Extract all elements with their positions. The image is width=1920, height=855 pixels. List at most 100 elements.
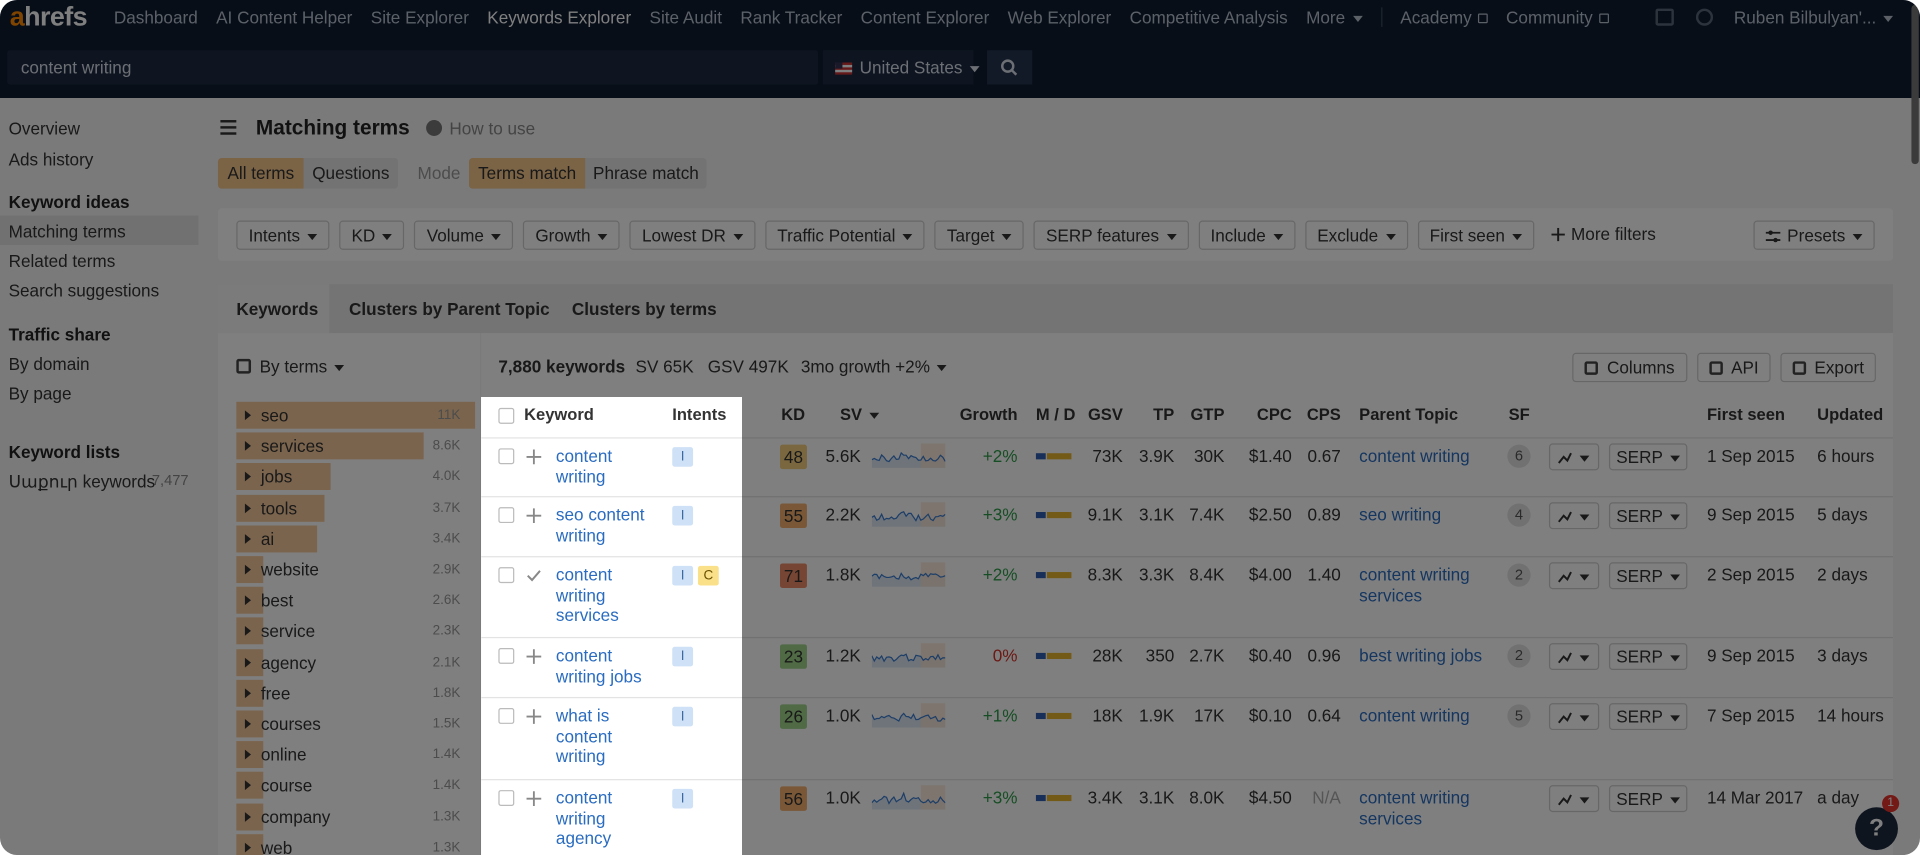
- nav-item[interactable]: Rank Tracker: [740, 7, 843, 27]
- trend-button[interactable]: [1548, 643, 1600, 671]
- sidebar-link[interactable]: Related terms: [8, 251, 116, 271]
- parent-topic-link[interactable]: content writing services: [1359, 564, 1470, 605]
- column-header[interactable]: M / D: [1036, 405, 1075, 425]
- filter-button[interactable]: Target: [934, 220, 1024, 250]
- search-input[interactable]: content writing: [7, 50, 818, 85]
- row-checkbox[interactable]: [498, 790, 515, 807]
- column-header[interactable]: SF: [1509, 405, 1530, 425]
- term-name[interactable]: seo: [260, 405, 289, 426]
- row-checkbox[interactable]: [498, 708, 515, 724]
- parent-topic-link[interactable]: content writing: [1359, 445, 1470, 466]
- parent-topic-link[interactable]: seo writing: [1359, 504, 1442, 525]
- sidebar-link[interactable]: Matching terms: [8, 221, 126, 242]
- sidebar-link[interactable]: Ads history: [8, 149, 94, 170]
- filter-button[interactable]: Intents: [236, 220, 330, 250]
- keyword-link[interactable]: content writing jobs: [555, 645, 642, 686]
- column-header[interactable]: TP: [1153, 405, 1174, 425]
- filter-button[interactable]: SERP features: [1033, 220, 1189, 250]
- help-link[interactable]: How to use: [449, 118, 536, 139]
- mode-button[interactable]: Questions: [303, 158, 398, 189]
- sidebar-link[interactable]: By domain: [8, 354, 90, 374]
- sidebar-link[interactable]: Overview: [8, 118, 81, 139]
- term-name[interactable]: website: [260, 559, 319, 580]
- term-name[interactable]: tools: [260, 498, 298, 518]
- keyword-link[interactable]: content writing agency: [555, 787, 613, 848]
- serp-button[interactable]: SERP: [1608, 502, 1688, 530]
- filter-button[interactable]: Exclude: [1304, 220, 1408, 250]
- column-header[interactable]: Growth: [960, 405, 1018, 425]
- column-header[interactable]: CPS: [1307, 405, 1341, 425]
- view-tab[interactable]: Clusters by terms: [571, 298, 717, 319]
- notifications-icon[interactable]: [1655, 8, 1674, 26]
- nav-item[interactable]: Site Explorer: [370, 7, 469, 27]
- column-header[interactable]: GTP: [1190, 405, 1224, 425]
- filter-button[interactable]: Traffic Potential: [765, 220, 925, 250]
- term-name[interactable]: service: [260, 621, 316, 642]
- term-name[interactable]: free: [260, 683, 291, 703]
- term-name[interactable]: company: [260, 806, 331, 827]
- serp-button[interactable]: SERP: [1608, 443, 1688, 471]
- filter-button[interactable]: First seen: [1417, 220, 1535, 250]
- column-header[interactable]: CPC: [1257, 405, 1292, 425]
- serp-button[interactable]: SERP: [1608, 562, 1688, 590]
- logo[interactable]: ahrefs: [9, 1, 88, 32]
- trend-button[interactable]: [1548, 785, 1600, 813]
- status-icon[interactable]: [1695, 8, 1714, 26]
- parent-topic-link[interactable]: content writing services: [1359, 787, 1470, 828]
- filter-button[interactable]: Volume: [414, 220, 514, 250]
- nav-item[interactable]: Competitive Analysis: [1129, 7, 1288, 27]
- nav-item[interactable]: Content Explorer: [860, 7, 990, 27]
- sidebar-link[interactable]: Սաքուր keywords: [8, 471, 156, 492]
- column-header[interactable]: Parent Topic: [1359, 405, 1458, 425]
- nav-item[interactable]: Web Explorer: [1007, 7, 1112, 27]
- sidebar-link[interactable]: By page: [8, 383, 72, 404]
- summary-growth[interactable]: 3mo growth +2%: [801, 355, 948, 377]
- column-header[interactable]: KD: [781, 405, 805, 425]
- nav-item[interactable]: AI Content Helper: [216, 7, 353, 27]
- row-checkbox[interactable]: [498, 567, 515, 584]
- keyword-link[interactable]: content writing services: [555, 564, 619, 625]
- column-header[interactable]: SV: [840, 405, 880, 425]
- mode-button[interactable]: Terms match: [468, 158, 586, 189]
- term-name[interactable]: course: [260, 775, 313, 796]
- trend-button[interactable]: [1548, 443, 1600, 471]
- keyword-link[interactable]: content writing: [555, 445, 613, 486]
- view-tab[interactable]: Clusters by Parent Topic: [348, 298, 550, 319]
- nav-item[interactable]: Dashboard: [113, 7, 198, 27]
- keyword-link[interactable]: seo content writing: [555, 504, 645, 545]
- view-tab[interactable]: Keywords: [236, 298, 319, 319]
- column-header[interactable]: First seen: [1707, 405, 1785, 425]
- nav-item[interactable]: Site Audit: [649, 7, 722, 27]
- nav-link[interactable]: Community: [1506, 0, 1609, 34]
- by-terms-select[interactable]: By terms: [236, 355, 345, 377]
- row-checkbox[interactable]: [498, 647, 515, 664]
- term-name[interactable]: best: [260, 590, 294, 611]
- trend-button[interactable]: [1548, 562, 1600, 590]
- toolbar-button[interactable]: Columns: [1572, 352, 1688, 383]
- term-name[interactable]: online: [260, 744, 307, 765]
- column-header[interactable]: Updated: [1817, 405, 1883, 425]
- filter-button[interactable]: KD: [339, 220, 405, 250]
- header-checkbox[interactable]: [498, 407, 515, 424]
- nav-item[interactable]: Keywords Explorer: [487, 7, 632, 27]
- mode-button[interactable]: All terms: [217, 158, 304, 189]
- term-name[interactable]: courses: [260, 714, 321, 734]
- term-name[interactable]: web: [260, 837, 293, 855]
- serp-button[interactable]: SERP: [1608, 703, 1688, 731]
- country-select[interactable]: United States: [822, 50, 980, 85]
- filter-button[interactable]: Growth: [523, 220, 620, 250]
- column-header[interactable]: Intents: [672, 405, 726, 425]
- menu-toggle[interactable]: [220, 120, 237, 135]
- column-header[interactable]: Keyword: [524, 405, 594, 425]
- term-name[interactable]: services: [260, 436, 324, 456]
- trend-button[interactable]: [1548, 703, 1600, 731]
- toolbar-button[interactable]: API: [1697, 352, 1771, 383]
- account-menu[interactable]: Ruben Bilbulyan'...: [1734, 0, 1894, 34]
- presets-button[interactable]: Presets: [1752, 220, 1875, 250]
- parent-topic-link[interactable]: content writing: [1359, 705, 1470, 726]
- row-checkbox[interactable]: [498, 507, 515, 524]
- sidebar-link[interactable]: Search suggestions: [8, 280, 160, 301]
- parent-topic-link[interactable]: best writing jobs: [1359, 645, 1483, 666]
- more-filters[interactable]: More filters: [1544, 220, 1663, 249]
- column-header[interactable]: GSV: [1088, 405, 1123, 425]
